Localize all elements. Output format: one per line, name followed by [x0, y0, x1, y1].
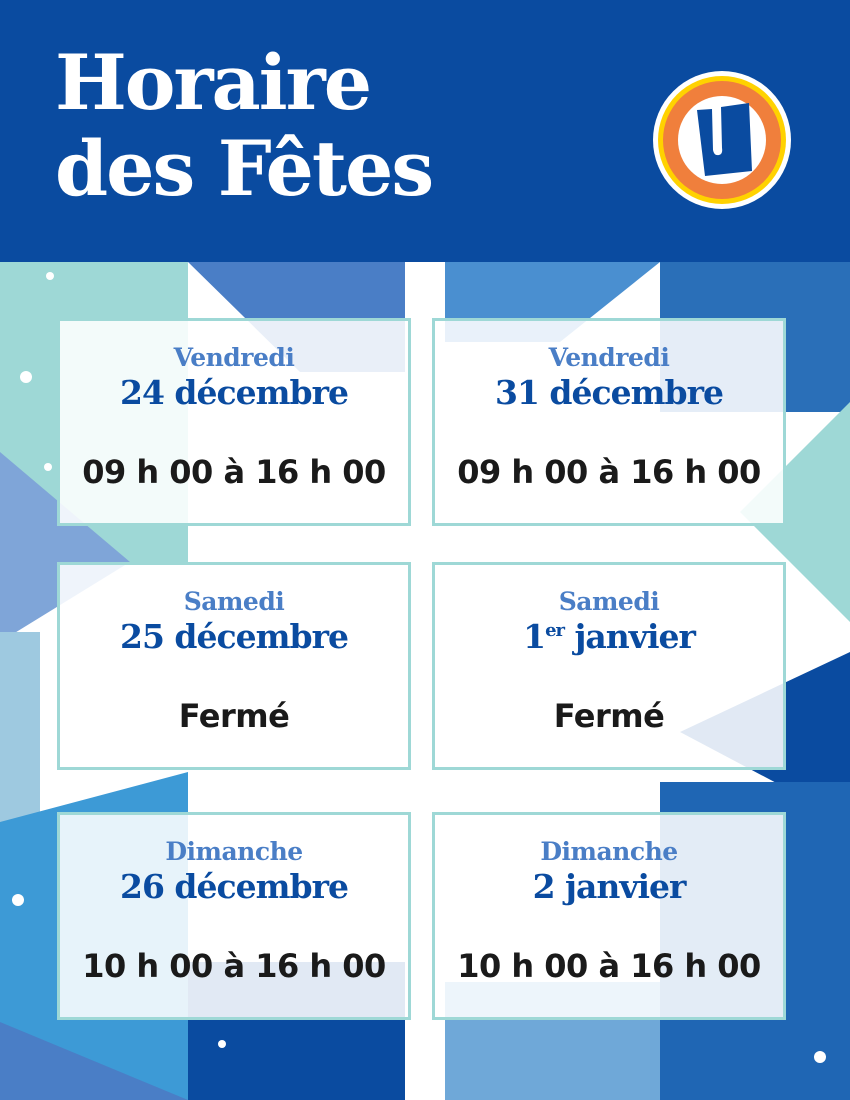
date-label: 24 décembre — [60, 373, 408, 412]
date-label: 2 janvier — [435, 867, 783, 906]
schedule-card: Vendredi 24 décembre 09 h 00 à 16 h 00 — [57, 318, 411, 526]
date-label: 25 décembre — [60, 617, 408, 656]
uniprix-logo-icon — [653, 71, 791, 209]
date-label: 26 décembre — [60, 867, 408, 906]
header-banner: Horaire des Fêtes — [0, 0, 850, 262]
date-superscript: er — [545, 620, 565, 641]
date-label: 1er janvier — [435, 617, 783, 656]
day-label: Vendredi — [173, 343, 295, 372]
schedule-card: Samedi 1er janvier Fermé — [432, 562, 786, 770]
date-text: 25 décembre — [120, 617, 349, 656]
schedule-card: Vendredi 31 décembre 09 h 00 à 16 h 00 — [432, 318, 786, 526]
hours-label: 10 h 00 à 16 h 00 — [457, 947, 761, 985]
schedule-card: Dimanche 26 décembre 10 h 00 à 16 h 00 — [57, 812, 411, 1020]
date-label: 31 décembre — [435, 373, 783, 412]
day-label: Samedi — [183, 587, 285, 616]
day-label: Dimanche — [540, 837, 678, 866]
date-text: 26 décembre — [120, 867, 349, 906]
title-line-1: Horaire — [55, 38, 372, 127]
hours-label: 09 h 00 à 16 h 00 — [82, 453, 386, 491]
date-text: 1 — [523, 617, 546, 656]
hours-label: Fermé — [178, 697, 290, 735]
date-month: janvier — [564, 617, 695, 656]
date-text: 2 janvier — [532, 867, 687, 906]
date-text: 24 décembre — [120, 373, 349, 412]
schedule-card: Dimanche 2 janvier 10 h 00 à 16 h 00 — [432, 812, 786, 1020]
day-label: Samedi — [558, 587, 660, 616]
hours-label: Fermé — [553, 697, 665, 735]
day-label: Vendredi — [548, 343, 670, 372]
day-label: Dimanche — [165, 837, 303, 866]
date-text: 31 décembre — [495, 373, 724, 412]
hours-label: 09 h 00 à 16 h 00 — [457, 453, 761, 491]
schedule-card: Samedi 25 décembre Fermé — [57, 562, 411, 770]
title-line-2: des Fêtes — [55, 124, 434, 213]
page-title: Horaire des Fêtes — [55, 38, 434, 213]
hours-label: 10 h 00 à 16 h 00 — [82, 947, 386, 985]
